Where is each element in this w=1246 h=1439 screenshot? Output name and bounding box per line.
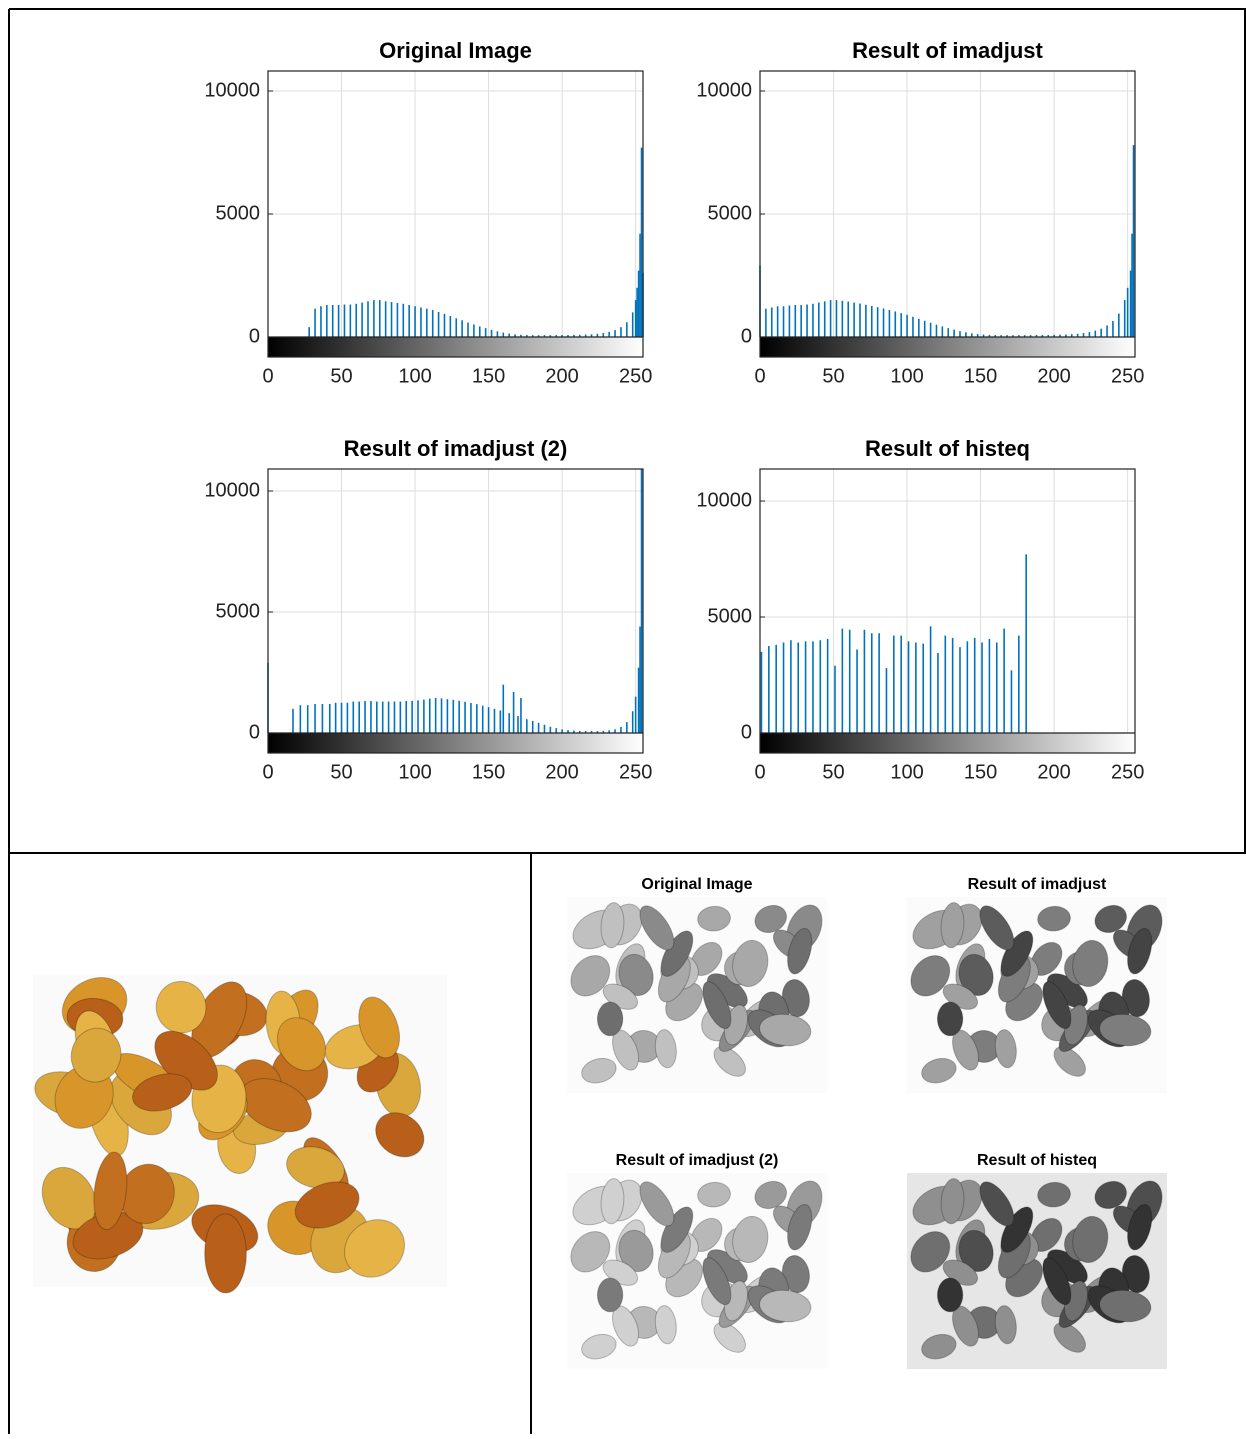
x-tick-label: 250 (619, 761, 652, 783)
histogram-chart: Result of imadjust 0 50 100 150 200 250 0 5000 10… (696, 38, 1144, 387)
x-tick-label: 250 (1111, 365, 1144, 387)
x-tick-label: 50 (330, 761, 352, 783)
x-tick-label: 0 (754, 761, 765, 783)
x-tick-label: 200 (545, 761, 578, 783)
chart-title: Result of histeq (865, 436, 1030, 461)
y-tick-label: 10000 (204, 79, 260, 101)
colorbar (268, 337, 643, 357)
chart-title: Original Image (379, 38, 532, 63)
colorbar (268, 733, 643, 753)
image-panel: Result of imadjust (903, 876, 1169, 1093)
x-tick-label: 200 (1037, 761, 1070, 783)
x-tick-label: 200 (1037, 365, 1070, 387)
panel-title: Result of histeq (977, 1152, 1097, 1169)
raisin (937, 1278, 963, 1312)
x-tick-label: 50 (822, 365, 844, 387)
x-tick-label: 0 (262, 761, 273, 783)
x-tick-label: 150 (964, 365, 997, 387)
x-tick-label: 150 (964, 761, 997, 783)
x-tick-label: 100 (890, 365, 923, 387)
page: Original Image0501001502002500500010000R… (0, 0, 1246, 1439)
chart-title: Result of imadjust (2) (344, 436, 568, 461)
x-tick-label: 150 (472, 761, 505, 783)
y-tick-label: 10000 (696, 489, 752, 511)
y-tick-label: 10000 (204, 479, 260, 501)
histogram-chart: Original Image 0 50 100 150 200 250 0 5000 10000 (204, 38, 652, 387)
y-tick-label: 5000 (708, 605, 753, 627)
colorbar (760, 337, 1135, 357)
x-tick-label: 200 (545, 365, 578, 387)
x-tick-label: 50 (330, 365, 352, 387)
raisin (597, 1002, 623, 1036)
panel-title: Result of imadjust (968, 876, 1107, 893)
x-tick-label: 0 (754, 365, 765, 387)
y-tick-label: 0 (249, 325, 260, 347)
raisin (597, 1278, 623, 1312)
x-tick-label: 150 (472, 365, 505, 387)
y-tick-label: 5000 (216, 202, 261, 224)
x-tick-label: 250 (1111, 761, 1144, 783)
y-tick-label: 0 (249, 721, 260, 743)
raisin-photo (30, 967, 447, 1293)
y-tick-label: 0 (741, 721, 752, 743)
histogram-chart: Result of imadjust (2) 0 50 100 150 200 250 0 50… (204, 436, 652, 783)
y-tick-label: 5000 (708, 202, 753, 224)
chart-title: Result of imadjust (852, 38, 1043, 63)
y-tick-label: 10000 (696, 79, 752, 101)
image-panel: Result of imadjust (2) (563, 1152, 829, 1369)
x-tick-label: 100 (890, 761, 923, 783)
panel-title: Original Image (641, 876, 752, 893)
raisin (937, 1002, 963, 1036)
x-tick-label: 0 (262, 365, 273, 387)
x-tick-label: 100 (398, 761, 431, 783)
screen: Original Image0501001502002500500010000R… (0, 0, 1246, 1434)
raisin (204, 1214, 246, 1293)
x-tick-label: 100 (398, 365, 431, 387)
colorbar (760, 733, 1135, 753)
plot-area (268, 469, 643, 753)
histogram-chart: Result of histeq 0 50 100 150 200 250 0 5000 1000… (696, 436, 1144, 783)
y-tick-label: 5000 (216, 600, 261, 622)
x-tick-label: 250 (619, 365, 652, 387)
x-tick-label: 50 (822, 761, 844, 783)
image-panel: Result of histeq (903, 1152, 1169, 1369)
panel-title: Result of imadjust (2) (616, 1152, 779, 1169)
plot-area (760, 469, 1135, 753)
y-tick-label: 0 (741, 325, 752, 347)
image-panel: Original Image (563, 876, 829, 1093)
